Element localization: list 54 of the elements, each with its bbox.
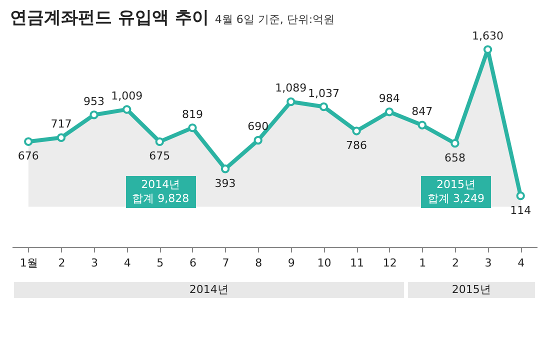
- annotation: 2014년 합계 9,828: [126, 176, 196, 208]
- x-tick-label: 9: [288, 256, 295, 270]
- x-tick-label: 1월: [20, 256, 38, 270]
- x-tick-label: 6: [189, 256, 196, 270]
- point: [384, 108, 394, 116]
- data-label: 393: [214, 176, 236, 190]
- data-label: 675: [149, 150, 170, 163]
- point: [254, 136, 262, 145]
- point: [352, 126, 361, 136]
- point: [188, 123, 197, 132]
- x-tick-label: 5: [156, 256, 164, 270]
- data-label: 114: [510, 204, 532, 217]
- data-label: 717: [50, 118, 72, 131]
- data-label: 953: [84, 94, 105, 108]
- data-label: 819: [182, 108, 203, 121]
- annotation: 2015년 합계 3,249: [420, 176, 491, 208]
- x-tick-label: 3: [91, 256, 98, 270]
- chart-title: 연금계좌펀드 유입액 추이: [10, 8, 209, 28]
- point: [450, 138, 460, 148]
- x-tick-label: 4: [518, 256, 525, 270]
- x-tick-label: 2: [452, 256, 459, 270]
- data-label: 1,630: [472, 30, 504, 43]
- point: [483, 45, 492, 54]
- point: [90, 110, 98, 120]
- x-tick-label: 4: [124, 256, 131, 270]
- x-tick-label: 12: [382, 256, 397, 270]
- point: [286, 97, 296, 106]
- point: [56, 133, 66, 142]
- x-tick-label: 10: [317, 256, 332, 270]
- text: 2015년: [408, 282, 535, 298]
- data-label: 984: [378, 92, 400, 105]
- x-tick-label: 3: [484, 256, 492, 270]
- point: [220, 164, 230, 174]
- x-tick-label: 7: [222, 256, 230, 270]
- chart-subtitle: 4월 6일 기준, 단위:억원: [214, 13, 335, 26]
- x-tick-label: 1: [419, 256, 426, 270]
- point: [122, 105, 132, 114]
- point: [24, 137, 33, 146]
- data-label: 658: [444, 151, 466, 164]
- data-label: 676: [18, 150, 39, 163]
- point: [155, 137, 164, 146]
- data-label: 1,037: [308, 86, 340, 100]
- text: 2014년: [14, 282, 404, 298]
- data-label: 1,009: [111, 89, 143, 102]
- point: [516, 191, 525, 200]
- point: [418, 120, 427, 130]
- data-label: 1,089: [275, 82, 307, 95]
- data-label: 786: [346, 138, 368, 152]
- x-tick-label: 8: [255, 256, 262, 270]
- x-tick-label: 2: [58, 256, 66, 270]
- data-label: 690: [248, 120, 269, 134]
- point: [319, 102, 328, 112]
- x-tick-label: 11: [350, 256, 364, 270]
- data-label: 847: [412, 105, 433, 118]
